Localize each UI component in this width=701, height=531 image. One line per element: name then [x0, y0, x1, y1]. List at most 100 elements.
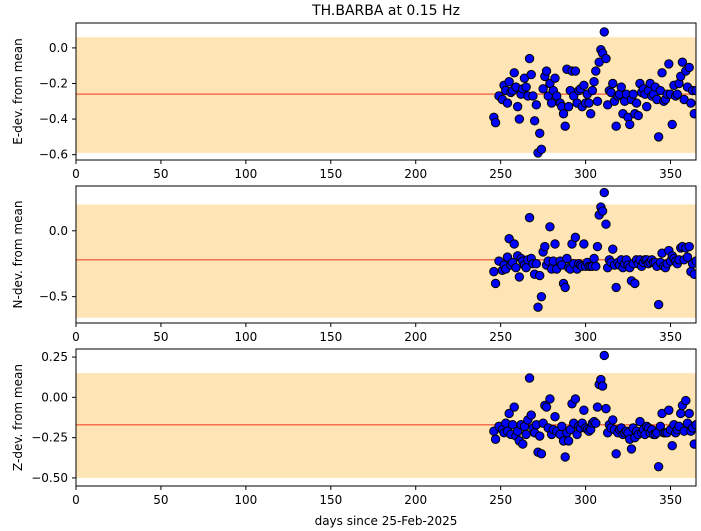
data-point — [599, 350, 609, 361]
data-point — [611, 282, 621, 293]
data-point — [562, 253, 572, 264]
data-point — [684, 408, 694, 419]
data-point — [589, 253, 599, 264]
panels: 0.0 −0.2 −0.4 −0.6 0 50 100 150 200 250 300 350 E-de… — [11, 22, 697, 507]
data-point — [489, 266, 499, 277]
data-point — [536, 449, 547, 459]
data-point — [677, 57, 688, 67]
data-point — [541, 402, 552, 412]
data-point — [504, 77, 514, 87]
data-point — [689, 439, 696, 449]
data-point — [535, 270, 545, 281]
x-tick-label: 50 — [153, 493, 168, 507]
data-point — [563, 101, 574, 112]
data-point — [521, 82, 531, 92]
data-point — [592, 241, 603, 252]
x-tick-label: 300 — [574, 330, 597, 344]
data-point — [653, 299, 664, 310]
data-point — [526, 69, 536, 80]
data-point — [579, 405, 589, 415]
data-point — [521, 429, 531, 440]
y-axis-label: E-dev. from mean — [11, 38, 25, 144]
data-point — [504, 408, 514, 419]
data-point — [531, 259, 542, 269]
data-point — [616, 82, 626, 92]
data-point — [642, 101, 652, 112]
data-point — [657, 68, 667, 78]
x-tick-label: 300 — [574, 493, 597, 507]
data-point — [538, 84, 548, 94]
data-point — [664, 405, 674, 415]
data-point — [684, 241, 694, 252]
data-point — [592, 402, 603, 412]
x-tick-label: 0 — [72, 330, 80, 344]
data-point — [509, 239, 519, 249]
data-point — [560, 121, 570, 131]
y-axis-label: Z-dev. from mean — [11, 364, 25, 471]
data-point — [490, 434, 501, 444]
data-point — [550, 411, 560, 422]
x-tick-label: 250 — [489, 330, 512, 344]
data-point — [524, 53, 535, 64]
x-tick-label: 250 — [489, 167, 512, 181]
plot-frame — [75, 348, 697, 487]
data-point — [599, 27, 609, 37]
data-point — [667, 441, 677, 451]
data-point — [509, 402, 519, 412]
data-point — [633, 110, 643, 121]
x-tick-label: 200 — [404, 493, 427, 507]
data-point — [591, 66, 601, 76]
data-point — [591, 418, 601, 428]
y-tick-label: 0.00 — [41, 390, 68, 404]
data-point — [550, 73, 560, 83]
data-point — [557, 421, 567, 432]
x-tick-label: 250 — [489, 493, 512, 507]
x-tick-label: 350 — [659, 330, 682, 344]
plot-frame — [75, 185, 697, 324]
data-point — [490, 117, 501, 128]
data-point — [591, 261, 601, 272]
data-point — [514, 114, 525, 124]
data-point — [597, 381, 608, 391]
data-point — [514, 272, 525, 282]
data-point — [509, 68, 519, 78]
data-point — [585, 109, 596, 119]
data-point — [631, 98, 642, 108]
x-tick-label: 350 — [659, 493, 682, 507]
data-point — [535, 431, 545, 441]
y-tick-label: 0.0 — [49, 224, 68, 238]
panel-3: 0.25 0.00 −0.25 −0.50 0 50 100 150 200 250 300 350 Z… — [11, 348, 697, 507]
data-point — [550, 239, 560, 249]
data-point — [625, 119, 635, 130]
data-point — [511, 262, 521, 273]
data-point — [635, 416, 645, 427]
data-point — [512, 101, 523, 112]
x-tick-label: 300 — [574, 167, 597, 181]
data-point — [536, 144, 547, 155]
data-point — [545, 394, 555, 404]
data-point — [563, 436, 574, 446]
x-tick-label: 50 — [153, 167, 168, 181]
x-tick-label: 0 — [72, 167, 80, 181]
data-point — [490, 278, 501, 289]
data-point — [528, 91, 538, 101]
data-point — [601, 403, 611, 414]
x-tick-label: 100 — [234, 330, 257, 344]
data-point — [601, 219, 611, 229]
data-point — [541, 66, 552, 76]
data-point — [526, 410, 536, 420]
data-point — [531, 100, 542, 110]
y-tick-label: −0.6 — [39, 148, 68, 162]
data-point — [682, 252, 693, 262]
y-tick-label: −0.50 — [31, 471, 68, 485]
plot-area — [76, 350, 696, 478]
data-point — [653, 461, 664, 472]
data-point — [676, 408, 686, 419]
data-point — [529, 116, 540, 126]
data-point — [608, 78, 618, 89]
data-point — [545, 222, 555, 232]
data-point — [608, 244, 618, 254]
y-tick-label: −0.5 — [39, 290, 68, 304]
data-point — [560, 282, 570, 293]
